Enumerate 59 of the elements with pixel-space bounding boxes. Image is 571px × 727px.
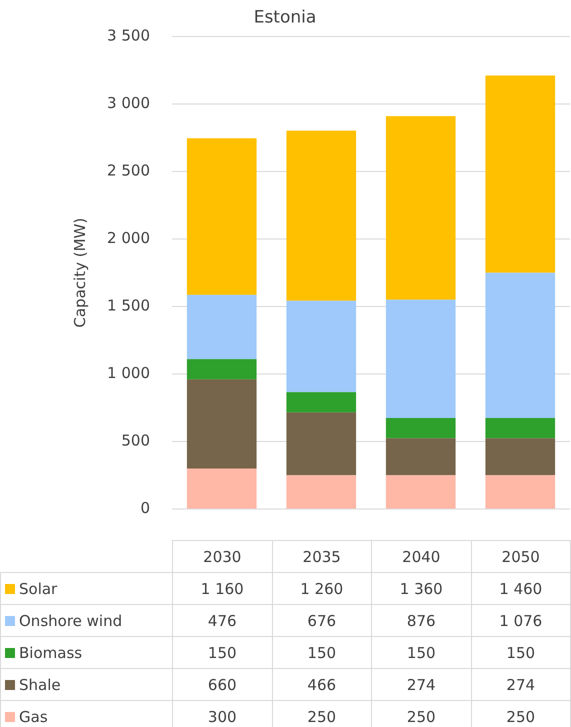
y-tick-label: 3 500	[107, 26, 150, 44]
y-tick-label: 1 500	[107, 296, 150, 314]
bar	[386, 116, 456, 300]
data-label: 250	[471, 700, 570, 727]
bar	[286, 412, 356, 476]
data-label: 274	[372, 668, 471, 700]
bar	[386, 475, 456, 508]
x-tick-label: 2030	[172, 540, 272, 572]
bar	[485, 438, 556, 476]
legend-label: Biomass	[0, 636, 172, 668]
bar	[186, 138, 257, 295]
data-label: 1 260	[272, 572, 372, 604]
data-label: 300	[172, 700, 272, 727]
bar	[186, 379, 257, 468]
bar	[485, 272, 556, 418]
data-label: 150	[471, 636, 570, 668]
y-tick-label: 2 500	[107, 161, 150, 180]
bar	[485, 418, 556, 438]
data-label: 676	[272, 604, 372, 636]
legend-label: Onshore wind	[0, 604, 172, 636]
data-label: 876	[372, 604, 471, 636]
bar	[386, 418, 456, 438]
legend-label: Gas	[0, 700, 172, 727]
bar	[286, 300, 356, 392]
data-label: 150	[272, 636, 372, 668]
x-tick-label: 2040	[372, 540, 471, 572]
data-label: 250	[272, 700, 372, 727]
bar	[386, 438, 456, 476]
legend-label: Solar	[0, 572, 172, 604]
bar	[485, 475, 556, 508]
x-tick-label: 2050	[471, 540, 570, 572]
data-label: 466	[272, 668, 372, 700]
data-label: 1 460	[471, 572, 570, 604]
bar	[186, 468, 257, 508]
y-tick-label: 1 000	[107, 364, 150, 382]
data-label: 150	[372, 636, 471, 668]
chart-title: Estonia	[254, 8, 316, 28]
y-tick-label: 0	[140, 498, 150, 517]
bar	[186, 359, 257, 380]
data-label: 1 360	[372, 572, 471, 604]
legend-label: Shale	[0, 668, 172, 700]
y-tick-label: 500	[121, 431, 150, 450]
bar	[386, 300, 456, 418]
data-label: 476	[172, 604, 272, 636]
data-label: 1 076	[471, 604, 570, 636]
data-label: 250	[372, 700, 471, 727]
data-label: 1 160	[172, 572, 272, 604]
y-tick-label: 3 000	[107, 94, 150, 112]
x-tick-label: 2035	[272, 540, 372, 572]
y-axis-title: Capacity (MW)	[70, 218, 89, 328]
data-label: 150	[172, 636, 272, 668]
bar	[286, 130, 356, 301]
bar	[286, 475, 356, 508]
bar	[485, 76, 556, 273]
data-label: 660	[172, 668, 272, 700]
bar	[186, 294, 257, 360]
bar	[286, 392, 356, 412]
data-label: 274	[471, 668, 570, 700]
y-tick-label: 2 000	[107, 228, 150, 247]
